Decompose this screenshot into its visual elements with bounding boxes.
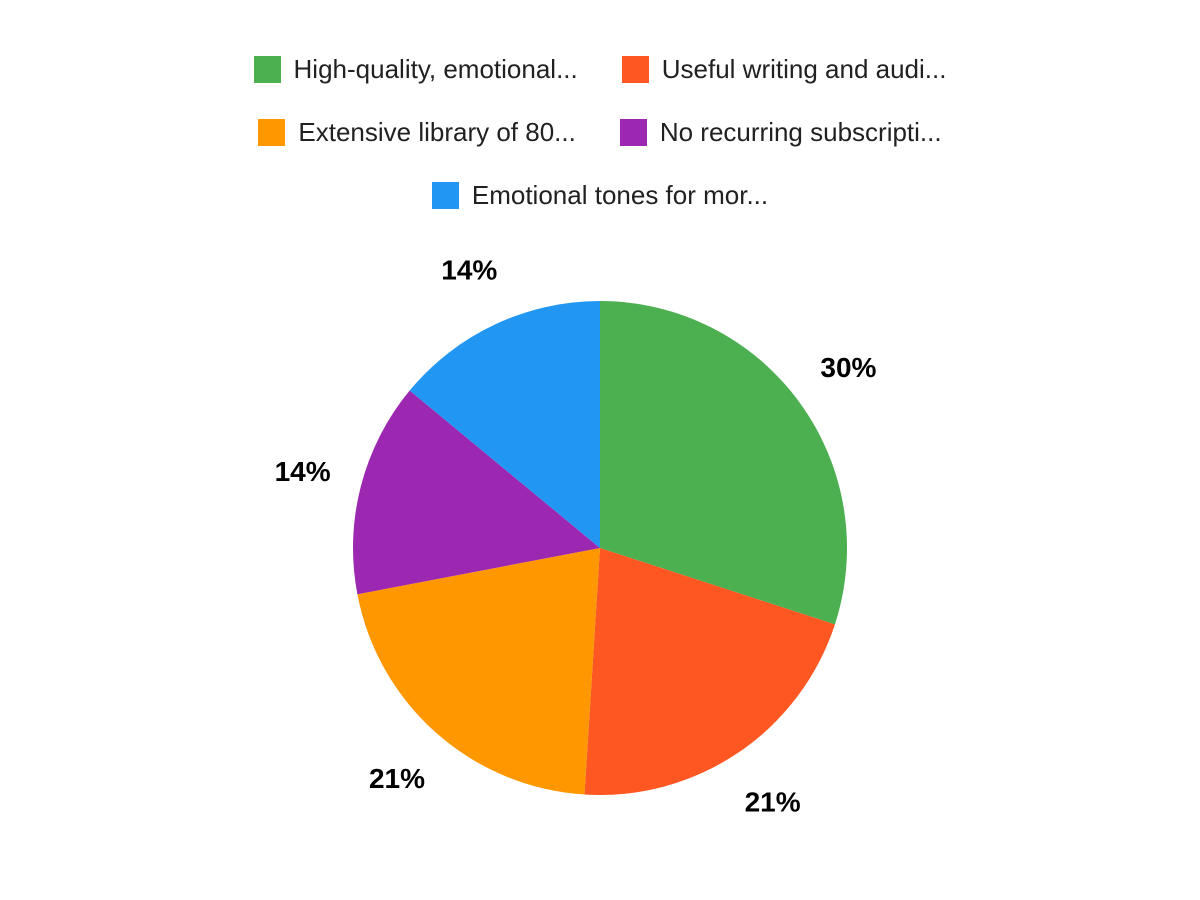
slice-value-label: 21% bbox=[369, 763, 425, 794]
slice-value-label: 21% bbox=[745, 786, 801, 817]
legend-swatch bbox=[621, 56, 649, 84]
pie-slice-3[interactable] bbox=[353, 390, 600, 595]
legend-label: Useful writing and audi... bbox=[661, 54, 947, 84]
legend-label: Emotional tones for mor... bbox=[471, 180, 769, 211]
slice-value-label: 14% bbox=[441, 255, 497, 286]
pie-slice-1[interactable] bbox=[584, 548, 835, 795]
legend-swatch bbox=[253, 56, 281, 84]
legend-swatch bbox=[619, 119, 647, 147]
pie-slice-0[interactable] bbox=[600, 301, 847, 625]
slice-value-label: 14% bbox=[275, 456, 331, 487]
slice-value-label: 30% bbox=[820, 352, 876, 383]
legend-swatch bbox=[258, 119, 286, 147]
chart-legend: High-quality, emotional... Useful writing… bbox=[120, 54, 1080, 212]
legend-item-0[interactable]: High-quality, emotional... bbox=[253, 54, 578, 85]
legend-item-4[interactable]: Emotional tones for mor... bbox=[431, 180, 769, 211]
pie-slice-2[interactable] bbox=[357, 548, 600, 795]
legend-item-3[interactable]: No recurring subscripti... bbox=[619, 117, 942, 148]
legend-item-2[interactable]: Extensive library of 80... bbox=[258, 117, 576, 148]
legend-label: Extensive library of 80... bbox=[298, 117, 576, 148]
legend-label: No recurring subscripti... bbox=[659, 117, 942, 148]
legend-item-1[interactable]: Useful writing and audi... bbox=[621, 54, 947, 85]
legend-label: High-quality, emotional... bbox=[293, 54, 578, 84]
legend-swatch bbox=[431, 182, 459, 210]
pie-slice-4[interactable] bbox=[409, 301, 600, 548]
